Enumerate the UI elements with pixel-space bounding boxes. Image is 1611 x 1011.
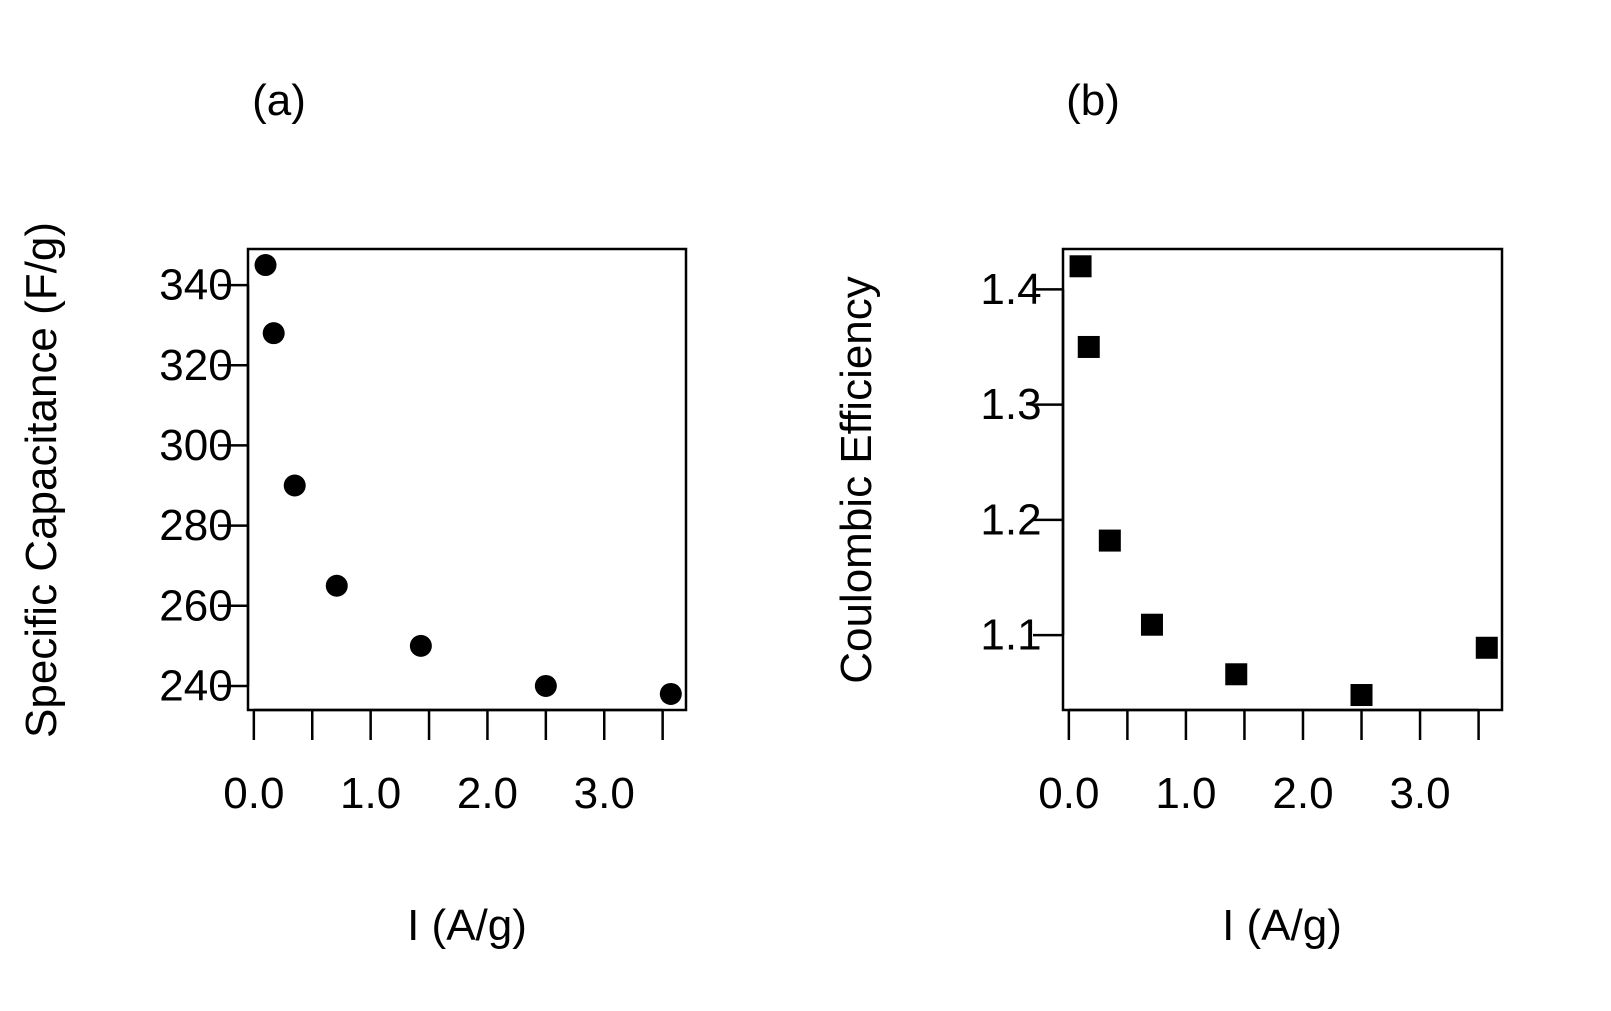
y-tick-label: 1.2 <box>980 495 1041 544</box>
data-point <box>659 682 682 705</box>
y-tick-label: 240 <box>159 661 232 710</box>
data-point <box>534 674 557 697</box>
y-tick-label: 340 <box>159 261 232 310</box>
data-point <box>283 474 306 497</box>
panel-label: (a) <box>252 76 306 125</box>
x-tick-label: 3.0 <box>1389 769 1450 818</box>
data-point <box>1350 684 1373 707</box>
data-points <box>1069 255 1498 707</box>
x-axis-label: I (A/g) <box>407 901 527 950</box>
panel-label: (b) <box>1066 76 1120 125</box>
data-point <box>409 634 432 657</box>
data-point <box>1225 663 1248 686</box>
x-tick-label: 2.0 <box>457 769 518 818</box>
data-point <box>1475 636 1498 659</box>
y-tick-label: 320 <box>159 341 232 390</box>
data-point <box>262 322 285 345</box>
y-axis-label: Coulombic Efficiency <box>832 276 881 684</box>
x-tick-label: 3.0 <box>574 769 635 818</box>
y-tick-label: 1.4 <box>980 265 1041 314</box>
x-tick-label: 1.0 <box>340 769 401 818</box>
y-tick-label: 260 <box>159 581 232 630</box>
panel-a: (a) I (A/g) Specific Capacitance (F/g) 0… <box>17 76 688 950</box>
data-points <box>254 254 682 705</box>
data-point <box>1077 335 1100 358</box>
y-tick-label: 1.3 <box>980 380 1041 429</box>
y-axis: 1.1 1.2 1.3 1.4 <box>980 265 1065 660</box>
y-axis-label: Specific Capacitance (F/g) <box>17 222 66 738</box>
x-tick-label: 0.0 <box>1038 769 1099 818</box>
data-point <box>254 254 277 277</box>
data-point <box>1140 613 1163 636</box>
y-tick-label: 280 <box>159 501 232 550</box>
data-point <box>1069 255 1092 278</box>
panel-b: (b) I (A/g) Coulombic Efficiency 0.0 1.0 2… <box>832 76 1504 950</box>
x-axis: 0.0 1.0 2.0 3.0 <box>223 708 664 818</box>
y-tick-label: 1.1 <box>980 611 1041 660</box>
x-tick-label: 1.0 <box>1155 769 1216 818</box>
x-axis-label: I (A/g) <box>1222 901 1342 950</box>
data-point <box>1098 529 1121 552</box>
y-axis: 240 260 280 300 320 340 <box>159 261 250 710</box>
y-tick-label: 300 <box>159 421 232 470</box>
data-point <box>325 574 348 597</box>
x-axis: 0.0 1.0 2.0 3.0 <box>1038 708 1480 818</box>
x-tick-label: 0.0 <box>223 769 284 818</box>
x-tick-label: 2.0 <box>1272 769 1333 818</box>
